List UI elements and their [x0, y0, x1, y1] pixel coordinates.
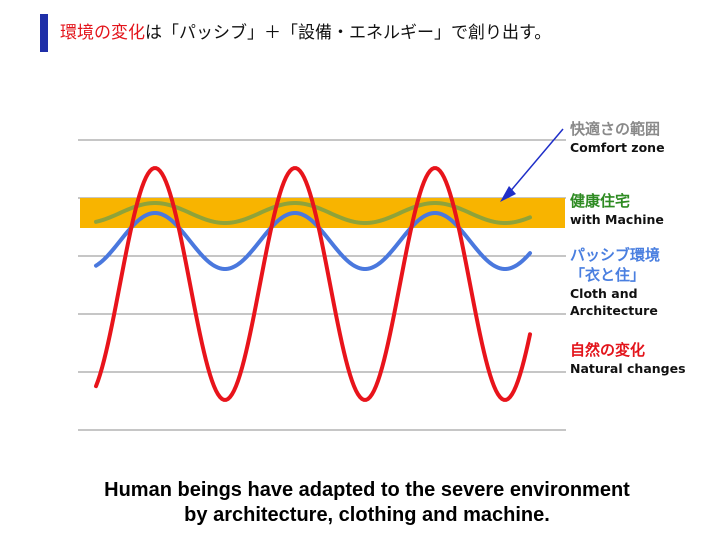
natural-wave [94, 166, 532, 402]
label-passive: パッシブ環境 「衣と住」 Cloth and Architecture [570, 245, 660, 319]
comfort-zone-arrow [507, 128, 564, 195]
label-comfort-en: Comfort zone [570, 140, 665, 155]
label-passive-en2: Architecture [570, 303, 658, 318]
caption: Human beings have adapted to the severe … [0, 478, 720, 528]
label-passive-en: Cloth and [570, 286, 638, 301]
title-highlight: 環境の変化 [60, 23, 145, 43]
page-title: 環境の変化は「パッシブ」＋「設備・エネルギー」で創り出す。 [60, 18, 551, 43]
label-comfort-jp: 快適さの範囲 [570, 120, 661, 138]
label-machine-en: with Machine [570, 212, 664, 227]
label-machine: 健康住宅 with Machine [570, 191, 664, 228]
arrow-head-icon [500, 186, 516, 202]
caption-line-1: Human beings have adapted to the severe … [104, 479, 630, 501]
label-passive-jp2: 「衣と住」 [570, 266, 646, 284]
title-accent-bar [40, 14, 48, 52]
label-passive-jp: パッシブ環境 [570, 246, 661, 264]
label-natural-en: Natural changes [570, 361, 686, 376]
label-natural-jp: 自然の変化 [570, 341, 646, 359]
title-rest: は「パッシブ」＋「設備・エネルギー」で創り出す。 [145, 23, 552, 43]
label-machine-jp: 健康住宅 [570, 192, 631, 210]
caption-line-2: by architecture, clothing and machine. [184, 504, 550, 526]
label-natural: 自然の変化 Natural changes [570, 340, 686, 377]
label-comfort-zone: 快適さの範囲 Comfort zone [570, 119, 665, 156]
